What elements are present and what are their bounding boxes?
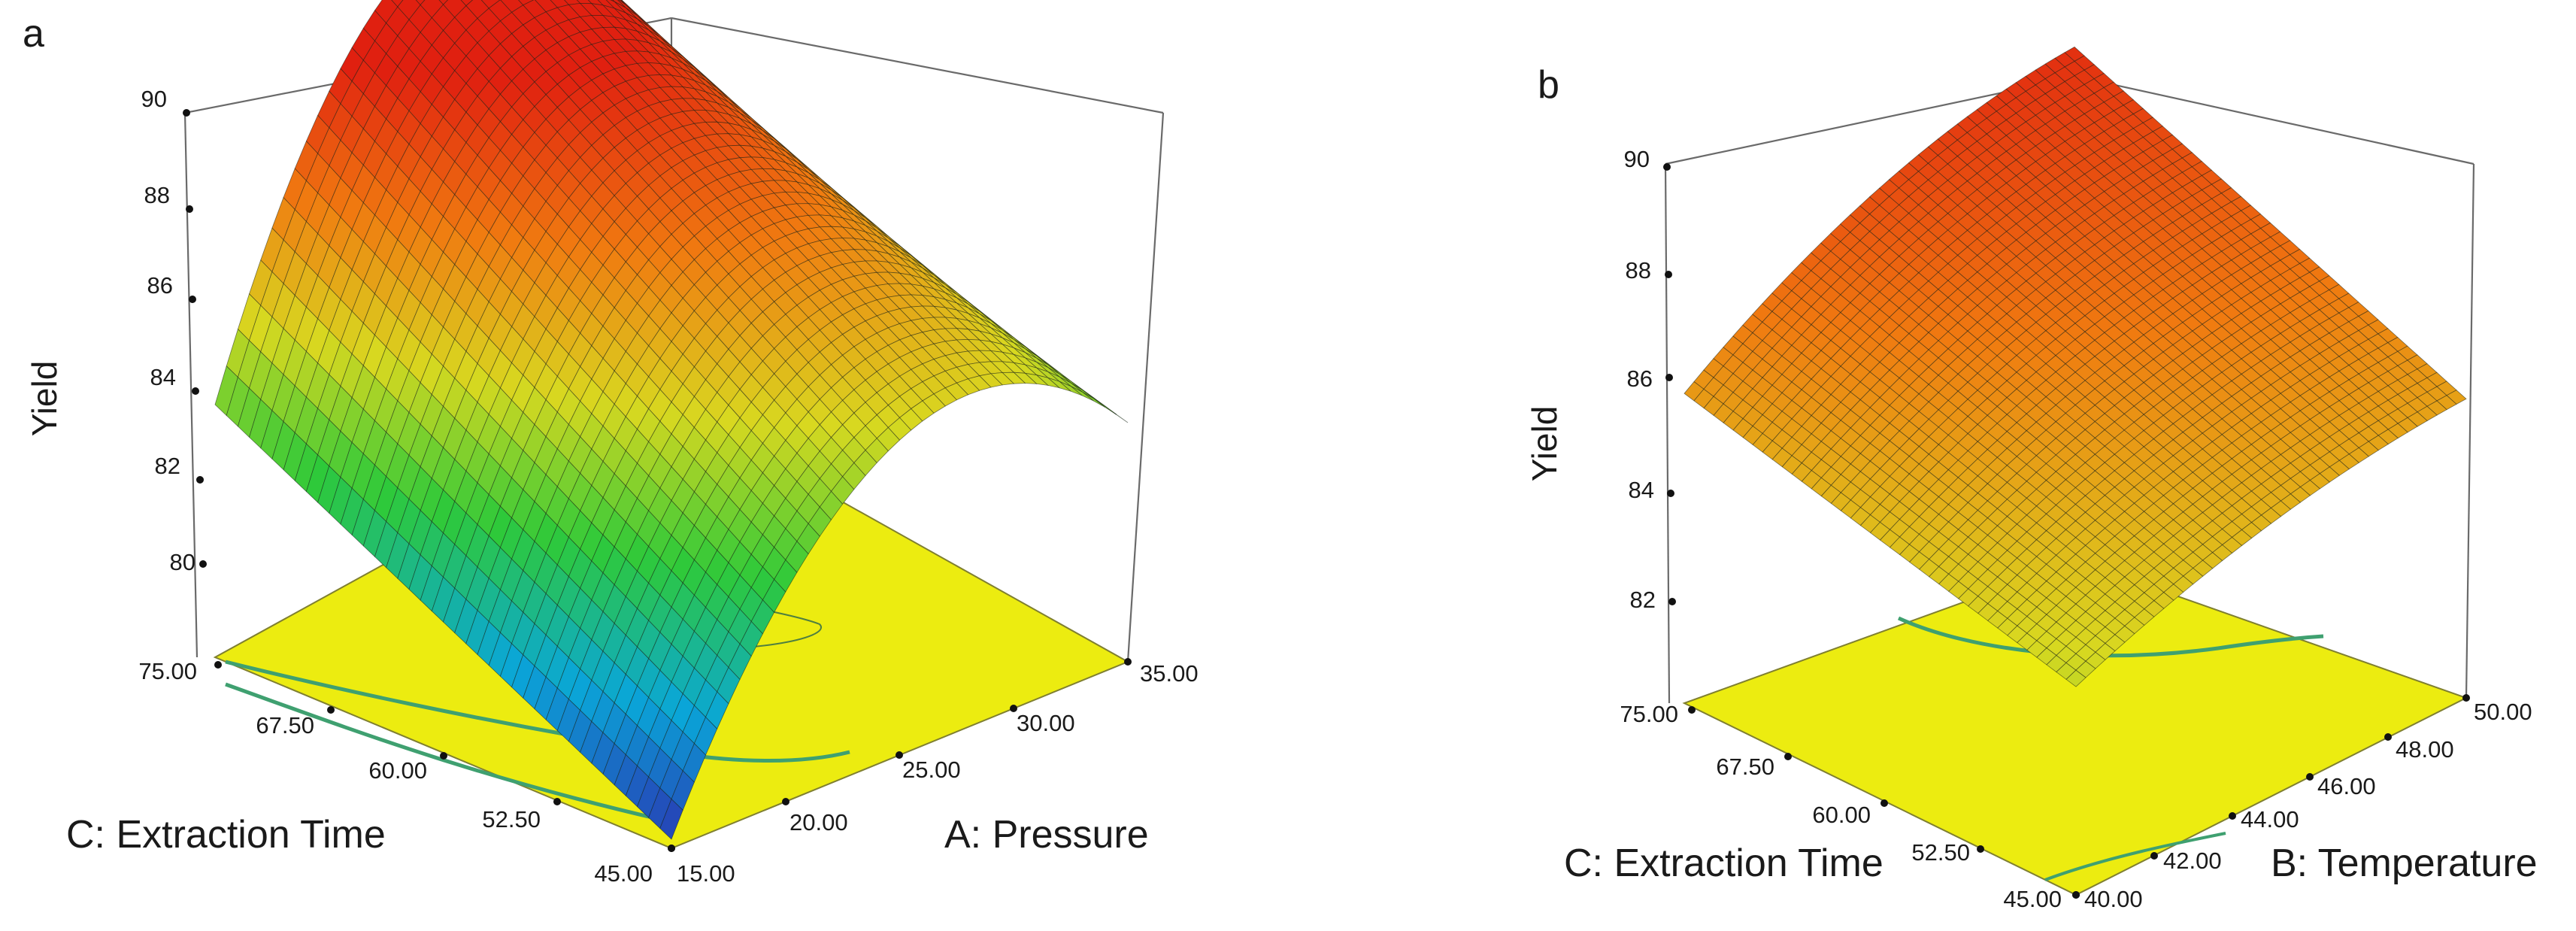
chart-b-z-axis-title: Yield [1525,406,1564,482]
chart-a-frame-left-vertical [183,112,199,658]
chart-b-y-tick-mark [1880,799,1888,807]
chart-a-x-tick-mark [896,751,903,759]
chart-a-surface-cell [415,0,426,6]
chart-a-surface-cell [1082,391,1105,408]
chart-a-y-tick-label: 67.50 [256,712,314,738]
chart-b-y-tick-mark [1784,753,1792,760]
chart-a-y-tick-label: 75.00 [138,658,197,684]
chart-b-y-axis-title: C: Extraction Time [1564,842,1884,885]
chart-a-y-tick-label: 60.00 [368,757,427,784]
chart-b-surface [1683,46,2467,687]
chart-a-x-tick-label: 20.00 [789,809,848,835]
chart-a-z-tick-mark [183,109,190,117]
chart-a-surface-cell [391,0,404,8]
chart-b-x-tick-label: 46.00 [2317,773,2376,799]
chart-b-x-tick-mark [2150,852,2158,860]
chart-a-z-tick-mark [199,560,207,568]
chart-a-x-axis-title: A: Pressure [944,813,1149,857]
chart-b-y-tick-label: 52.50 [1911,839,1970,866]
chart-a-x-tick-mark [1010,705,1017,712]
chart-a-z-tick-label: 80 [170,549,195,575]
chart-b-x-tick-mark [2384,733,2392,741]
chart-b-panel-label: b [1538,63,1559,107]
chart-b-z-tick-mark [1665,271,1672,278]
chart-b-surface-cell [2065,669,2087,687]
chart-a-y-axis-title: C: Extraction Time [66,813,386,857]
chart-b: 90 88 86 84 82 Yield 75.00 67.50 60.00 5… [1525,46,2538,912]
chart-a-surface-cell [659,798,683,840]
chart-a-z-tick-label: 84 [150,364,176,390]
chart-a-z-axis: 90 88 86 84 82 80 Yield [25,86,207,575]
chart-b-z-tick-mark [1667,490,1674,497]
chart-b-x-tick-label: 40.00 [2084,886,2143,912]
chart-a-x-tick-mark [1124,658,1132,666]
chart-b-z-axis: 90 88 86 84 82 Yield [1525,146,1676,613]
chart-b-y-tick-label: 60.00 [1812,802,1871,828]
chart-a-z-tick-mark [192,387,199,395]
chart-b-x-tick-mark [2462,694,2470,702]
chart-a-surface [214,0,1129,840]
chart-b-y-tick-label: 75.00 [1620,701,1678,727]
chart-b-x-axis: 40.00 42.00 44.00 46.00 48.00 50.00 B: T… [2072,694,2538,912]
chart-a-z-tick-mark [189,296,196,303]
chart-b-x-axis-title: B: Temperature [2271,842,2538,885]
chart-b-y-tick-label: 67.50 [1716,754,1774,780]
chart-a-x-tick-label: 15.00 [677,860,735,887]
chart-a-surface-cell [438,0,449,5]
chart-a-panel-label: a [23,12,44,56]
chart-a-y-axis: 75.00 67.50 60.00 52.50 45.00 C: Extract… [66,658,675,887]
chart-a-surface-cell [460,0,474,7]
chart-a-y-tick-label: 52.50 [482,806,541,832]
chart-a-y-tick-mark [553,798,561,805]
chart-a-x-axis: 15.00 20.00 25.00 30.00 35.00 A: Pressur… [668,658,1199,887]
chart-b-z-tick-label: 84 [1629,477,1654,503]
chart-a-x-tick-label: 25.00 [902,757,961,783]
chart-a-floor-contour [225,682,662,822]
chart-b-x-tick-mark [2306,773,2314,781]
chart-b-x-tick-label: 48.00 [2396,736,2454,763]
chart-a-z-tick-label: 90 [141,86,167,112]
chart-a-z-axis-title: Yield [25,361,64,437]
chart-a-y-tick-mark [440,752,447,760]
chart-b-y-tick-label: 45.00 [2003,886,2062,912]
chart-a-x-tick-mark [782,798,789,805]
chart-a-z-tick-label: 82 [155,453,180,479]
chart-b-z-tick-label: 90 [1624,146,1650,172]
chart-a-x-tick-mark [668,845,675,852]
chart-b-y-axis: 75.00 67.50 60.00 52.50 45.00 C: Extract… [1564,701,2080,912]
chart-a-z-tick-label: 86 [147,272,173,299]
chart-a-surface-cell [1070,386,1094,402]
chart-b-x-tick-label: 50.00 [2474,699,2532,725]
chart-b-y-tick-mark [1688,706,1696,714]
chart-b-z-tick-label: 88 [1626,257,1651,284]
chart-b-floor-contour [1897,616,2324,658]
chart-a-x-tick-label: 30.00 [1017,710,1075,736]
chart-b-z-tick-label: 82 [1630,587,1656,613]
chart-b-frame-top-right [2077,75,2474,165]
chart-b-z-tick-mark [1668,598,1676,605]
chart-b-x-tick-label: 42.00 [2163,848,2222,874]
chart-a-y-tick-mark [214,661,222,669]
chart-a: 90 88 86 84 82 80 Yield 75.00 67.50 60.0… [23,0,1199,887]
chart-b-z-tick-mark [1663,163,1671,171]
chart-b-z-tick-label: 86 [1627,365,1653,392]
chart-a-frame-top-right [671,17,1164,114]
chart-a-x-tick-label: 35.00 [1140,660,1199,687]
chart-a-y-tick-label: 45.00 [594,860,653,887]
chart-b-x-tick-mark [2072,891,2080,899]
chart-b-x-tick-label: 44.00 [2241,806,2299,832]
chart-a-y-tick-mark [327,706,335,714]
chart-b-z-tick-mark [1665,374,1673,381]
chart-a-frame-right-vertical [1126,112,1165,663]
chart-a-z-tick-mark [196,476,204,484]
chart-a-z-tick-mark [186,205,193,213]
chart-b-frame-left-vertical [1664,163,1671,704]
chart-b-x-tick-mark [2229,812,2236,820]
chart-b-floor-contour [2044,832,2226,881]
chart-a-z-tick-label: 88 [144,182,170,208]
chart-b-frame-right-vertical [2465,163,2475,699]
chart-b-y-tick-mark [1977,845,1984,853]
